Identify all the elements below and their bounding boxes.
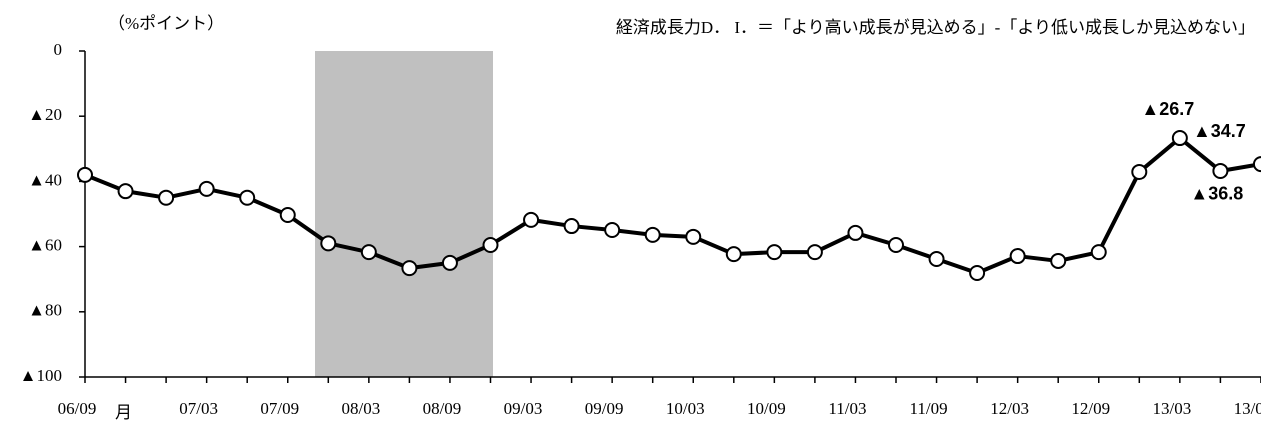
chart-title: 経済成長力D． I．＝「より高い成長が見込める」-「より低い成長しか見込めない」 (616, 18, 1255, 37)
x-tick-label: 08/09 (423, 399, 462, 418)
x-tick-label: 10/09 (747, 399, 786, 418)
data-point (482, 236, 499, 253)
y-tick-label: 0 (54, 40, 63, 59)
data-point (604, 221, 621, 238)
data-point (77, 166, 93, 183)
x-tick-label: 07/09 (260, 399, 299, 418)
y-tick-label: ▲40 (28, 170, 62, 189)
value-label: ▲34.7 (1193, 121, 1246, 141)
data-point (1009, 248, 1026, 265)
x-tick-label: 13/03 (1152, 399, 1191, 418)
data-point (1212, 162, 1229, 179)
x-tick-label: 10/03 (666, 399, 705, 418)
y-tick-label: ▲100 (20, 366, 62, 385)
y-axis-label: （%ポイント） (108, 14, 224, 33)
data-point (969, 265, 986, 282)
value-label: ▲26.7 (1141, 99, 1194, 119)
value-label: ▲36.8 (1190, 184, 1243, 204)
y-tick-label: ▲80 (28, 301, 62, 320)
x-tick-label: 月 (115, 403, 132, 422)
shaded-period (315, 51, 493, 377)
data-point (685, 228, 702, 245)
x-tick-label: 11/03 (828, 399, 866, 418)
series-line (84, 136, 1261, 276)
data-point (1131, 163, 1148, 180)
x-tick-label: 09/09 (585, 399, 624, 418)
x-tick-label: 13/09 (1234, 399, 1261, 418)
data-point (279, 206, 296, 223)
x-tick-label: 12/09 (1071, 399, 1110, 418)
data-point (1171, 130, 1188, 147)
data-point (1090, 244, 1107, 261)
data-point (1252, 156, 1261, 173)
data-point (847, 224, 864, 241)
data-point (1050, 252, 1067, 269)
data-point (198, 180, 215, 197)
x-tick-label: 12/03 (990, 399, 1029, 418)
data-point (158, 189, 175, 206)
x-tick-label: 07/03 (179, 399, 218, 418)
data-point (725, 246, 742, 263)
data-point (360, 244, 377, 261)
x-tick-label: 11/09 (910, 399, 948, 418)
data-point (806, 244, 823, 261)
data-point (239, 189, 256, 206)
data-point (563, 218, 580, 235)
x-tick-label: 09/03 (504, 399, 543, 418)
data-point (644, 226, 661, 243)
data-point (888, 236, 904, 253)
y-tick-label: ▲60 (28, 236, 62, 255)
data-point (320, 235, 337, 252)
data-point (523, 211, 540, 228)
data-point (928, 250, 945, 267)
data-point (401, 260, 418, 277)
data-point (441, 254, 458, 271)
x-tick-label: 08/03 (341, 399, 380, 418)
data-point (766, 244, 783, 261)
x-tick-label: 06/09 (58, 399, 97, 418)
y-tick-label: ▲20 (28, 105, 62, 124)
data-point (117, 183, 134, 200)
